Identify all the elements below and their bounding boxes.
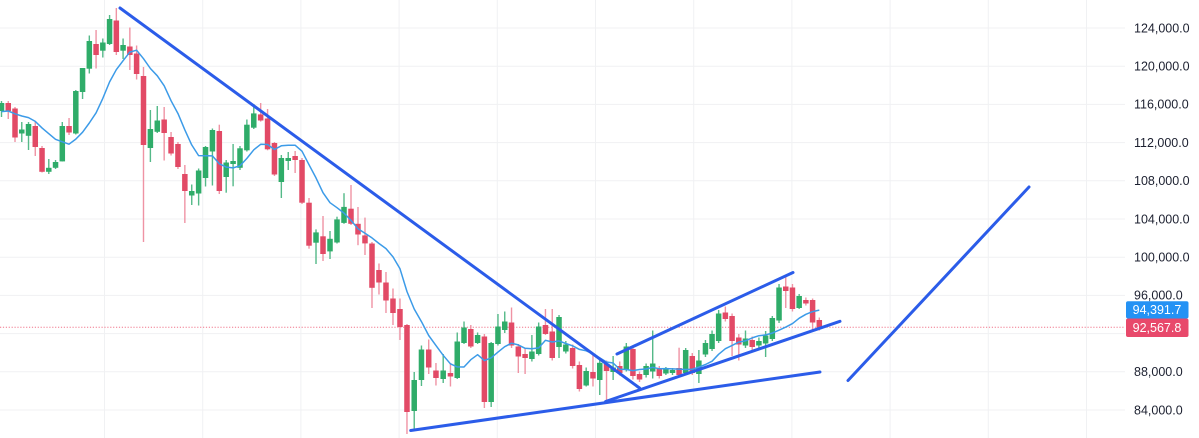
svg-text:96,000.0: 96,000.0 bbox=[1134, 289, 1183, 303]
svg-text:116,000.0: 116,000.0 bbox=[1134, 98, 1189, 112]
svg-text:84,000.0: 84,000.0 bbox=[1134, 403, 1183, 417]
svg-text:92,567.8: 92,567.8 bbox=[1133, 321, 1182, 335]
svg-text:124,000.0: 124,000.0 bbox=[1134, 21, 1190, 35]
svg-text:100,000.0: 100,000.0 bbox=[1134, 251, 1190, 265]
svg-text:120,000.0: 120,000.0 bbox=[1134, 60, 1190, 74]
svg-text:112,000.0: 112,000.0 bbox=[1134, 136, 1189, 150]
svg-text:88,000.0: 88,000.0 bbox=[1134, 365, 1183, 379]
svg-text:108,000.0: 108,000.0 bbox=[1134, 174, 1190, 188]
svg-text:94,391.7: 94,391.7 bbox=[1133, 303, 1182, 317]
svg-text:104,000.0: 104,000.0 bbox=[1134, 212, 1190, 226]
